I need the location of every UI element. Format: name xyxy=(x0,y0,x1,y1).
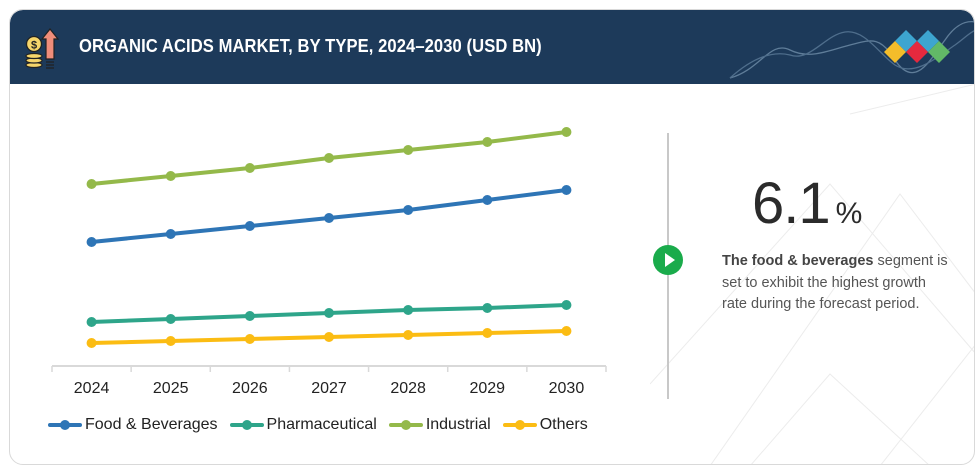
x-axis: 2024 2025 2026 2027 2028 2029 2030 xyxy=(51,365,607,397)
legend-swatch xyxy=(388,420,423,430)
legend-swatch xyxy=(48,420,82,430)
data-point-industrial xyxy=(561,127,572,137)
data-point-food-beverages xyxy=(324,213,334,223)
svg-text:$: $ xyxy=(31,40,37,52)
x-tick-label: 2029 xyxy=(469,380,505,397)
data-point-pharmaceutical xyxy=(244,311,255,321)
data-point-industrial xyxy=(324,153,334,163)
legend-item-food-beverages: Food & Beverages xyxy=(48,416,218,434)
data-point-pharmaceutical xyxy=(561,300,572,310)
x-tick-label: 2024 xyxy=(74,380,110,397)
x-tick-label: 2026 xyxy=(232,380,268,397)
callout-description-rest: segment is set to exhibit the highest gr… xyxy=(722,253,948,312)
data-point-industrial xyxy=(165,171,176,181)
data-point-food-beverages xyxy=(244,221,255,231)
chart-legend: Food & Beverages Pharmaceutical Industrial… xyxy=(48,416,588,434)
callout-description-bold: The food & beverages xyxy=(722,253,874,269)
x-tick-label: 2025 xyxy=(153,380,189,397)
data-point-industrial xyxy=(403,145,414,155)
data-point-others xyxy=(86,338,97,348)
wave-decoration xyxy=(729,20,974,79)
legend-label: Others xyxy=(539,416,588,433)
growth-unit: % xyxy=(835,197,863,230)
callout-description: The food & beverages segment is set to e… xyxy=(722,251,952,316)
chart-title: ORGANIC ACIDS MARKET, BY TYPE, 2024–2030… xyxy=(79,36,542,56)
data-point-others xyxy=(165,336,176,346)
data-point-pharmaceutical xyxy=(165,314,176,324)
legend-label: Industrial xyxy=(425,416,491,433)
legend-item-industrial: Industrial xyxy=(388,416,491,434)
data-point-others xyxy=(561,326,572,336)
data-point-industrial xyxy=(482,137,493,147)
brand-logo xyxy=(884,30,950,63)
data-point-industrial xyxy=(86,179,97,189)
data-point-food-beverages xyxy=(86,237,97,247)
data-point-others xyxy=(244,334,255,344)
data-point-food-beverages xyxy=(482,195,493,205)
play-icon[interactable] xyxy=(653,245,683,275)
data-point-food-beverages xyxy=(165,229,176,239)
legend-swatch xyxy=(502,420,537,430)
data-point-pharmaceutical xyxy=(482,303,493,313)
data-point-others xyxy=(403,330,414,340)
series-food-beverages xyxy=(86,185,572,247)
series-pharmaceutical xyxy=(86,300,572,327)
legend-item-others: Others xyxy=(502,416,588,434)
data-point-industrial xyxy=(244,163,255,173)
series-others xyxy=(86,326,572,348)
data-point-others xyxy=(482,328,493,338)
legend-swatch xyxy=(229,420,264,430)
growth-stat: 6.1% xyxy=(752,170,862,237)
data-point-pharmaceutical xyxy=(324,308,334,318)
growth-value: 6.1 xyxy=(752,171,831,236)
x-tick-label: 2027 xyxy=(311,380,347,397)
data-point-pharmaceutical xyxy=(403,305,414,315)
x-tick-label: 2028 xyxy=(390,380,426,397)
data-point-food-beverages xyxy=(561,185,572,195)
data-point-others xyxy=(324,332,334,342)
data-point-pharmaceutical xyxy=(86,317,97,327)
series-industrial xyxy=(86,127,572,189)
header-bar: $ ORGANIC ACIDS MARKET, BY TYPE, 2024–20… xyxy=(10,10,974,84)
x-tick-label: 2030 xyxy=(549,380,585,397)
money-growth-icon: $ xyxy=(25,28,60,69)
legend-label: Pharmaceutical xyxy=(266,416,377,433)
data-point-food-beverages xyxy=(403,205,414,215)
legend-label: Food & Beverages xyxy=(85,416,218,433)
series-group xyxy=(86,127,572,348)
legend-item-pharmaceutical: Pharmaceutical xyxy=(229,416,377,434)
